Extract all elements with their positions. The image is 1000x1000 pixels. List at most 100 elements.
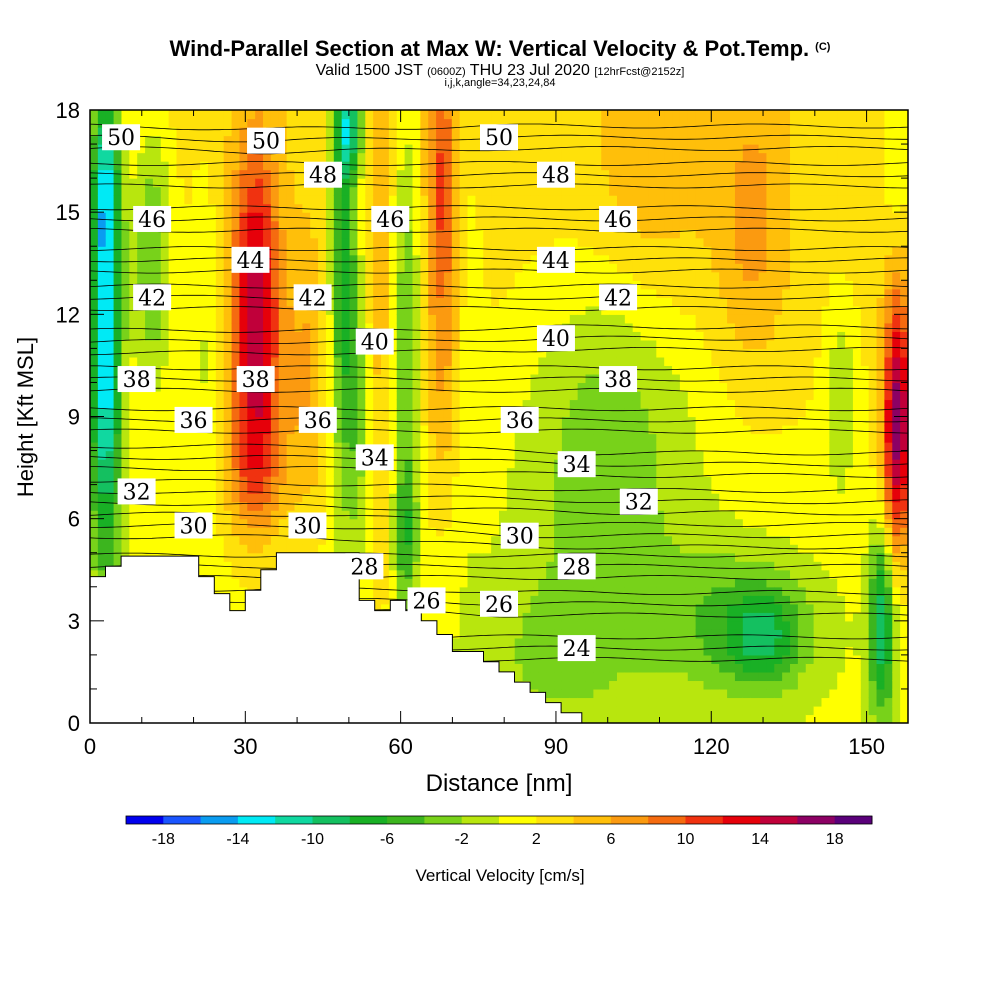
velocity-cell xyxy=(609,178,618,188)
velocity-cell xyxy=(601,442,610,452)
velocity-cell xyxy=(137,467,146,477)
velocity-cell xyxy=(451,510,461,520)
velocity-cell xyxy=(554,390,563,401)
velocity-cell xyxy=(373,135,382,145)
velocity-cell xyxy=(192,382,201,392)
velocity-cell xyxy=(121,510,130,520)
velocity-cell xyxy=(522,671,532,682)
velocity-cell xyxy=(459,135,469,145)
velocity-cell xyxy=(483,271,492,281)
velocity-cell xyxy=(451,314,461,324)
velocity-cell xyxy=(443,110,453,120)
velocity-cell xyxy=(404,161,414,171)
velocity-cell xyxy=(491,161,500,171)
velocity-cell xyxy=(601,246,610,256)
velocity-cell xyxy=(538,646,547,656)
velocity-cell xyxy=(632,544,642,554)
velocity-cell xyxy=(365,467,374,477)
velocity-cell xyxy=(506,561,516,571)
velocity-cell xyxy=(270,425,280,435)
velocity-cell xyxy=(522,178,532,188)
velocity-cell xyxy=(593,663,602,673)
velocity-cell xyxy=(443,169,453,179)
velocity-cell xyxy=(349,127,359,137)
velocity-cell xyxy=(546,688,555,699)
velocity-cell xyxy=(514,237,524,247)
velocity-cell xyxy=(530,322,539,332)
velocity-cell xyxy=(200,569,209,579)
velocity-cell xyxy=(145,254,154,264)
velocity-cell xyxy=(577,535,587,545)
velocity-cell xyxy=(286,501,296,511)
velocity-cell xyxy=(270,118,280,128)
velocity-cell xyxy=(436,348,445,358)
velocity-cell xyxy=(357,416,366,426)
velocity-cell xyxy=(176,135,185,145)
velocity-cell xyxy=(428,552,437,562)
velocity-cell xyxy=(192,118,201,128)
velocity-cell xyxy=(373,356,382,367)
velocity-cell xyxy=(286,254,296,264)
velocity-cell xyxy=(451,407,461,418)
velocity-cell xyxy=(601,459,610,469)
velocity-cell xyxy=(294,331,303,341)
velocity-cell xyxy=(247,561,256,571)
velocity-cell xyxy=(325,263,335,273)
velocity-cell xyxy=(428,178,437,188)
velocity-cell xyxy=(561,399,571,409)
velocity-cell xyxy=(554,144,563,154)
velocity-cell xyxy=(388,127,398,137)
velocity-cell xyxy=(546,203,555,213)
velocity-cell xyxy=(381,476,390,486)
velocity-cell xyxy=(491,118,500,128)
velocity-cell xyxy=(546,637,555,647)
velocity-cell xyxy=(459,322,469,332)
velocity-cell xyxy=(514,271,524,281)
velocity-cell xyxy=(263,314,272,324)
velocity-cell xyxy=(388,595,398,605)
velocity-cell xyxy=(349,476,359,486)
velocity-cell xyxy=(624,425,634,435)
velocity-cell xyxy=(538,356,547,367)
velocity-cell xyxy=(176,178,185,188)
velocity-cell xyxy=(593,476,602,486)
velocity-cell xyxy=(176,459,185,469)
velocity-cell xyxy=(499,288,508,298)
velocity-cell xyxy=(137,544,146,554)
velocity-cell xyxy=(357,322,366,332)
velocity-cell xyxy=(270,305,280,315)
velocity-cell xyxy=(475,118,484,128)
velocity-cell xyxy=(310,152,319,162)
velocity-cell xyxy=(530,144,539,154)
velocity-cell xyxy=(302,331,311,341)
velocity-cell xyxy=(420,425,429,435)
velocity-cell xyxy=(459,331,469,341)
velocity-cell xyxy=(412,510,421,520)
velocity-cell xyxy=(239,390,248,401)
velocity-cell xyxy=(467,561,477,571)
velocity-cell xyxy=(436,220,445,230)
velocity-cell xyxy=(491,450,500,460)
velocity-cell xyxy=(459,373,469,384)
velocity-cell xyxy=(483,339,492,349)
velocity-cell xyxy=(506,620,516,630)
velocity-cell xyxy=(349,263,359,273)
velocity-cell xyxy=(601,518,610,528)
velocity-cell xyxy=(632,595,642,605)
velocity-cell xyxy=(412,135,421,145)
velocity-cell xyxy=(341,390,351,401)
velocity-cell xyxy=(491,407,500,418)
velocity-cell xyxy=(475,433,484,443)
velocity-cell xyxy=(601,467,610,477)
velocity-cell xyxy=(247,493,256,503)
velocity-cell xyxy=(168,246,178,256)
velocity-cell xyxy=(404,271,414,281)
velocity-cell xyxy=(585,705,594,716)
velocity-cell xyxy=(601,688,610,699)
velocity-cell xyxy=(160,527,170,537)
velocity-cell xyxy=(483,237,492,247)
velocity-cell xyxy=(443,118,453,128)
velocity-cell xyxy=(223,373,233,384)
velocity-cell xyxy=(467,322,477,332)
velocity-cell xyxy=(215,212,225,222)
